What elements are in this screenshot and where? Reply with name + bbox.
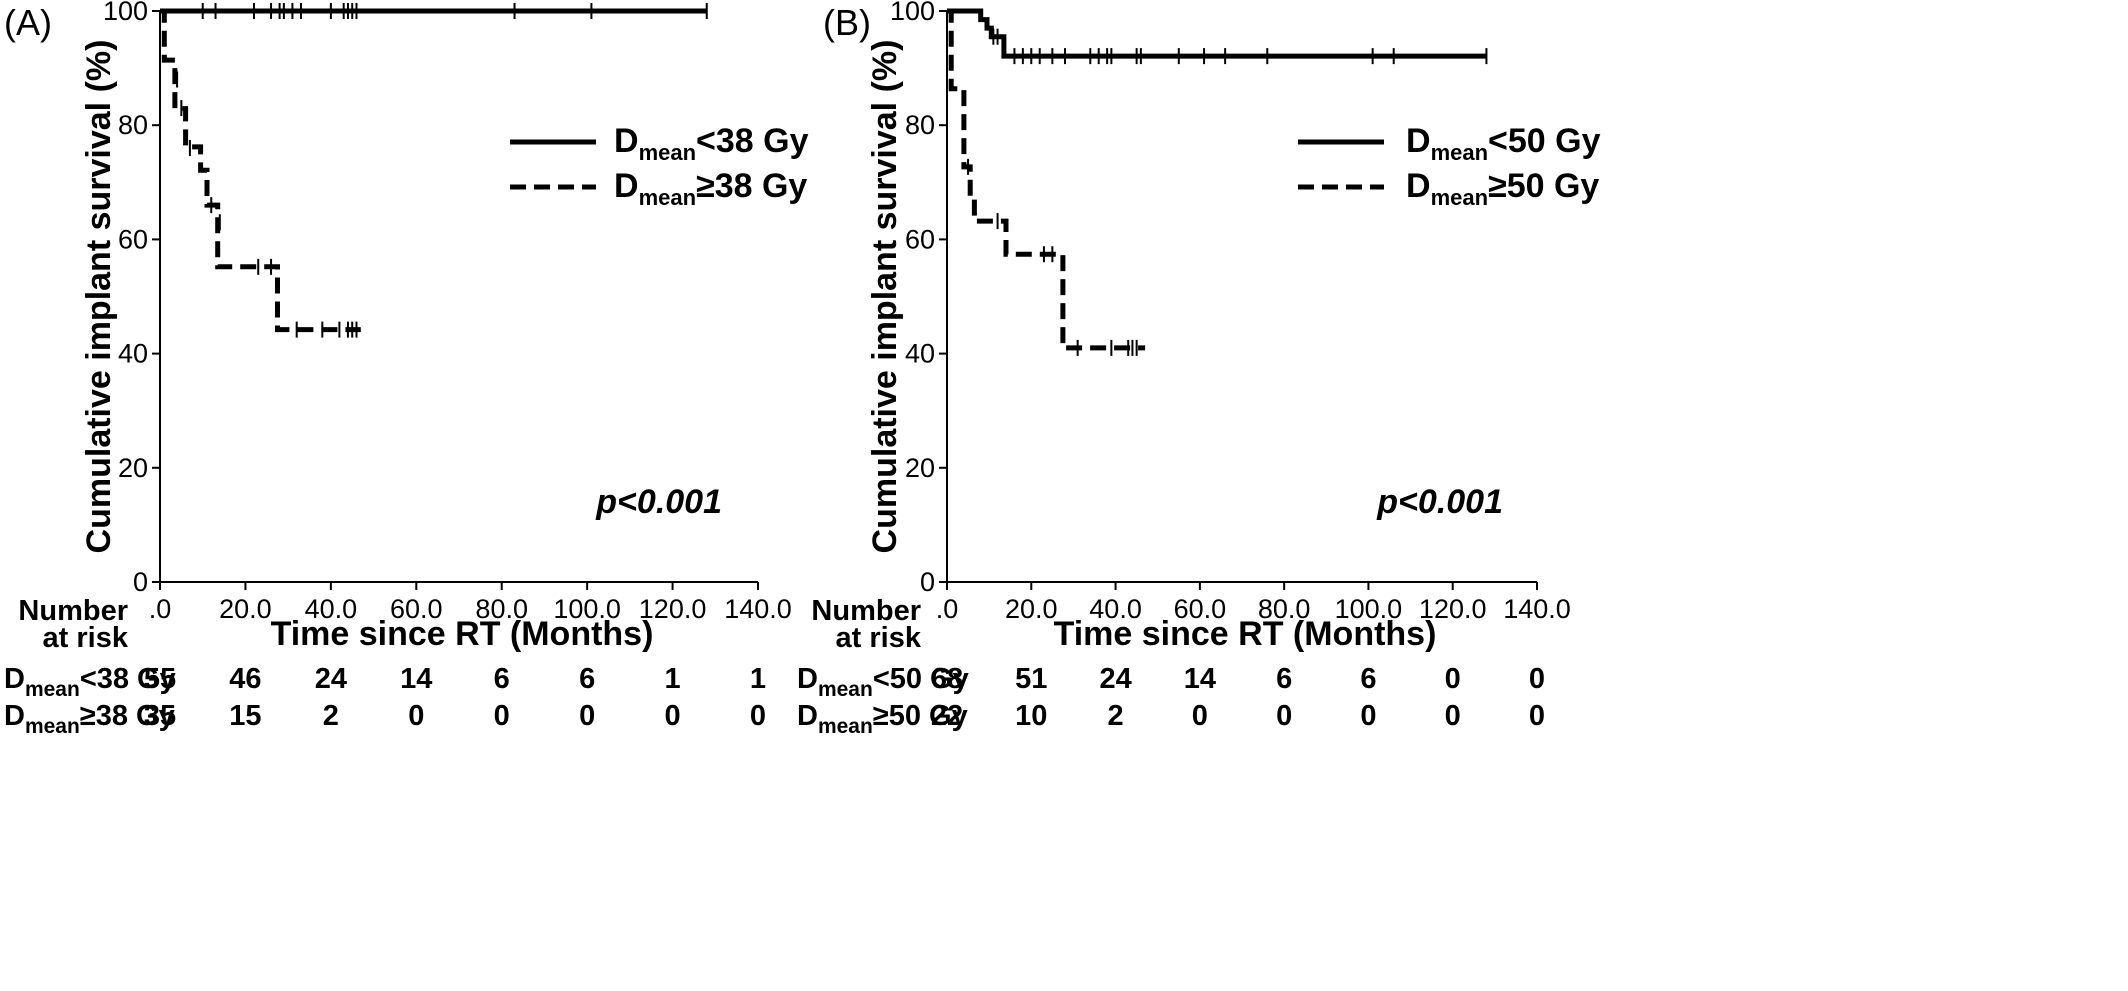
risk-value: 1 [750,663,766,695]
x-tick-label: 100.0 [1335,594,1403,624]
x-tick-label: 120.0 [639,594,707,624]
risk-value: 14 [400,663,432,695]
y-tick-label: 80 [118,110,148,140]
y-tick-label: 20 [905,453,935,483]
x-tick-label: .0 [149,594,172,624]
panel-label: (A) [4,2,52,43]
risk-value: 0 [1445,663,1461,695]
km-curve-dashed [160,8,361,333]
p-value: p<0.001 [1376,483,1503,521]
x-tick-label: 140.0 [1503,594,1571,624]
x-tick-label: 40.0 [1089,594,1142,624]
risk-value: 0 [750,700,766,732]
y-tick-label: 0 [133,567,148,597]
y-tick-label: 60 [118,224,148,254]
risk-value: 15 [229,700,261,732]
risk-value: 0 [1276,700,1292,732]
legend-label: Dmean≥50 Gy [1406,167,1599,210]
x-tick-label: 60.0 [1174,594,1227,624]
risk-header: at risk [43,622,129,654]
risk-header: at risk [836,622,922,654]
legend-label: Dmean<38 Gy [614,122,809,165]
y-axis-title: Cumulative implant survival (%) [80,40,118,554]
risk-value: 0 [665,700,681,732]
risk-value: 14 [1184,663,1216,695]
risk-value: 0 [1192,700,1208,732]
y-tick-label: 40 [905,339,935,369]
y-axis-title: Cumulative implant survival (%) [866,40,904,554]
risk-row-label: Dmean≥50 Gy [797,700,968,738]
x-tick-label: 60.0 [390,594,443,624]
x-tick-label: 80.0 [475,594,528,624]
x-tick-label: 120.0 [1419,594,1487,624]
risk-value: 35 [144,700,176,732]
risk-value: 68 [931,663,963,695]
risk-value: 55 [144,663,176,695]
x-tick-label: 80.0 [1258,594,1311,624]
x-axis-title: Time since RT (Months) [1054,615,1437,653]
km-curve-dashed [947,8,1146,351]
risk-value: 0 [1529,663,1545,695]
risk-value: 6 [1360,663,1376,695]
risk-row-label: Dmean≥38 Gy [4,700,175,738]
y-tick-label: 20 [118,453,148,483]
y-tick-label: 100 [890,0,935,26]
risk-value: 0 [1360,700,1376,732]
p-value: p<0.001 [595,483,722,521]
risk-value: 10 [1015,700,1047,732]
risk-header: Number [18,595,128,627]
risk-value: 51 [1015,663,1047,695]
y-tick-label: 80 [905,110,935,140]
y-tick-label: 0 [920,567,935,597]
x-tick-label: 20.0 [219,594,272,624]
risk-value: 46 [229,663,261,695]
risk-value: 22 [931,700,963,732]
risk-value: 6 [1276,663,1292,695]
risk-value: 0 [1445,700,1461,732]
x-tick-label: 20.0 [1005,594,1058,624]
risk-value: 2 [1108,700,1124,732]
y-tick-label: 40 [118,339,148,369]
risk-value: 0 [408,700,424,732]
risk-value: 0 [494,700,510,732]
x-tick-label: 40.0 [305,594,358,624]
risk-value: 0 [1529,700,1545,732]
x-axis-title: Time since RT (Months) [271,615,654,653]
panel-label: (B) [823,2,871,43]
risk-value: 6 [579,663,595,695]
km-curve-solid [947,8,1487,59]
risk-value: 2 [323,700,339,732]
risk-value: 24 [315,663,347,695]
risk-value: 0 [579,700,595,732]
risk-header: Number [811,595,921,627]
x-tick-label: 140.0 [724,594,792,624]
x-tick-label: .0 [936,594,959,624]
y-tick-label: 100 [103,0,148,26]
risk-value: 6 [494,663,510,695]
risk-value: 1 [665,663,681,695]
x-tick-label: 100.0 [553,594,621,624]
risk-value: 24 [1099,663,1131,695]
y-tick-label: 60 [905,224,935,254]
legend-label: Dmean<50 Gy [1406,122,1601,165]
risk-row-label: Dmean<50 Gy [797,663,969,701]
legend-label: Dmean≥38 Gy [614,167,807,210]
risk-row-label: Dmean<38 Gy [4,663,176,701]
